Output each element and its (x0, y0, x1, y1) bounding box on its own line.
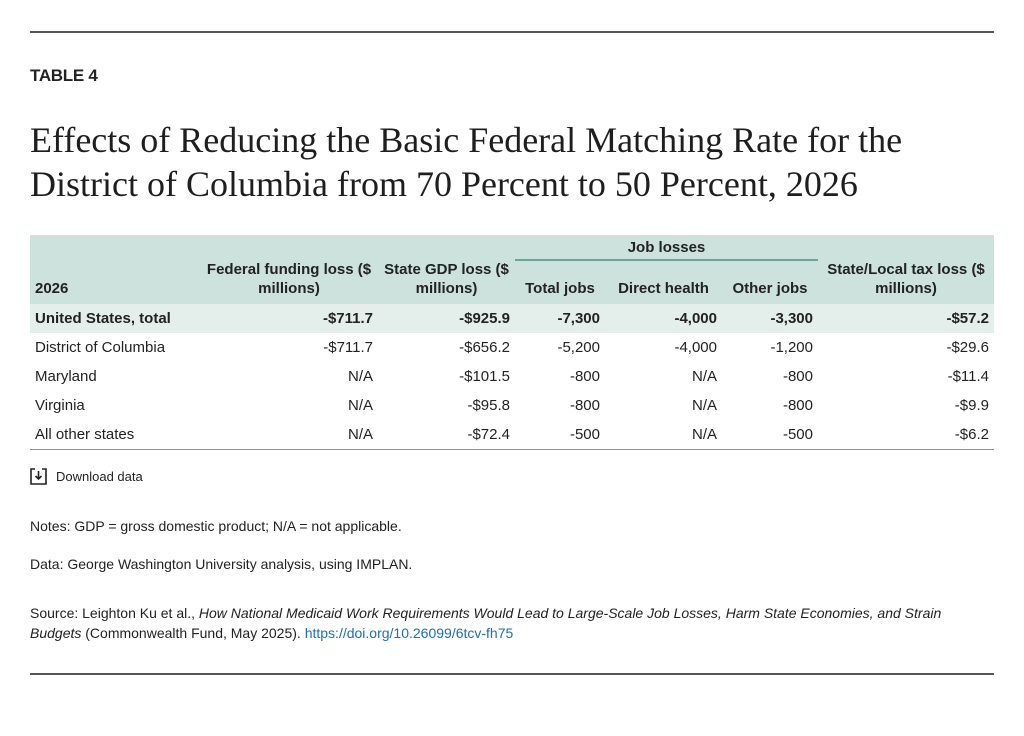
table-cell: -$72.4 (378, 420, 515, 450)
notes: Notes: GDP = gross domestic product; N/A… (30, 518, 402, 534)
data-table: Job losses 2026 Federal funding loss ($ m… (30, 235, 994, 450)
table-cell: -$711.7 (323, 339, 373, 356)
table-cell: -500 (722, 420, 818, 450)
table-cell: -1,200 (770, 339, 813, 356)
source-prefix: Source: Leighton Ku et al., (30, 605, 199, 621)
column-header: State/Local tax loss ($ millions) (818, 260, 994, 304)
data-note: Data: George Washington University analy… (30, 556, 413, 572)
table-row: United States, total -$711.7 -$925.9 -7,300… (30, 304, 994, 333)
column-header: 2026 (30, 260, 200, 304)
table-cell: United States, total (30, 304, 200, 333)
table-cell: -$95.8 (467, 397, 510, 414)
table-row: District of Columbia -$711.7 -$656.2 -5,200… (30, 333, 994, 362)
group-header-row: Job losses (30, 235, 994, 261)
download-text: Download data (56, 469, 143, 484)
column-header: Federal funding loss ($ millions) (200, 260, 378, 304)
table-row: Maryland N/A -$101.5 -800 N/A -800 -$11.4 (30, 362, 994, 391)
column-header: Other jobs (722, 260, 818, 304)
table-cell: -$57.2 (818, 304, 994, 333)
table-cell: All other states (30, 420, 200, 450)
column-header: Total jobs (515, 260, 605, 304)
table-cell: Maryland (35, 368, 97, 385)
table-cell: -3,300 (722, 304, 818, 333)
table-cell: -800 (569, 368, 600, 385)
table-cell: -$6.2 (818, 420, 994, 450)
table-cell: N/A (200, 420, 378, 450)
table-cell: -$656.2 (459, 339, 510, 356)
source-work: How National Medicaid Work Requirements … (30, 605, 942, 641)
table-cell: Virginia (35, 397, 85, 414)
header-row: 2026 Federal funding loss ($ millions) Sta… (30, 260, 994, 304)
table-cell: -$101.5 (459, 368, 510, 385)
group-header: Job losses (515, 235, 818, 261)
table-cell: -$711.7 (200, 304, 378, 333)
table-cell: -5,200 (557, 339, 600, 356)
table-cell: -800 (569, 397, 600, 414)
bottom-rule (30, 673, 994, 675)
table-cell: N/A (347, 368, 373, 385)
source: Source: Leighton Ku et al., How National… (30, 603, 994, 643)
table-cell: N/A (347, 397, 373, 414)
column-header: State GDP loss ($ millions) (378, 260, 515, 304)
table-cell: -$925.9 (378, 304, 515, 333)
source-publisher: (Commonwealth Fund, May 2025). (81, 625, 305, 641)
top-rule (30, 31, 994, 33)
table-cell: -$9.9 (954, 397, 989, 414)
table-cell: District of Columbia (35, 339, 166, 356)
table-cell: N/A (691, 368, 717, 385)
table-cell: -4,000 (605, 304, 722, 333)
column-header: Direct health (605, 260, 722, 304)
table-cell: -4,000 (674, 339, 717, 356)
title: Effects of Reducing the Basic Federal Ma… (30, 120, 903, 204)
table-cell: N/A (691, 397, 717, 414)
download-icon (30, 468, 47, 485)
table-cell: -$11.4 (947, 368, 989, 385)
download-link[interactable]: Download data (30, 468, 143, 485)
table-cell: -800 (782, 368, 813, 385)
table-row: Virginia N/A -$95.8 -800 N/A -800 -$9.9 (30, 391, 994, 420)
table-cell: -7,300 (515, 304, 605, 333)
table-cell: -500 (515, 420, 605, 450)
table-cell: -$29.6 (946, 339, 989, 356)
source-link[interactable]: https://doi.org/10.26099/6tcv-fh75 (304, 625, 514, 641)
table-cell: N/A (605, 420, 722, 450)
table-row: All other states N/A -$72.4 -500 N/A -500 -$6.… (30, 420, 994, 450)
table-cell: -800 (782, 397, 813, 414)
table-label: TABLE 4 (30, 66, 98, 85)
